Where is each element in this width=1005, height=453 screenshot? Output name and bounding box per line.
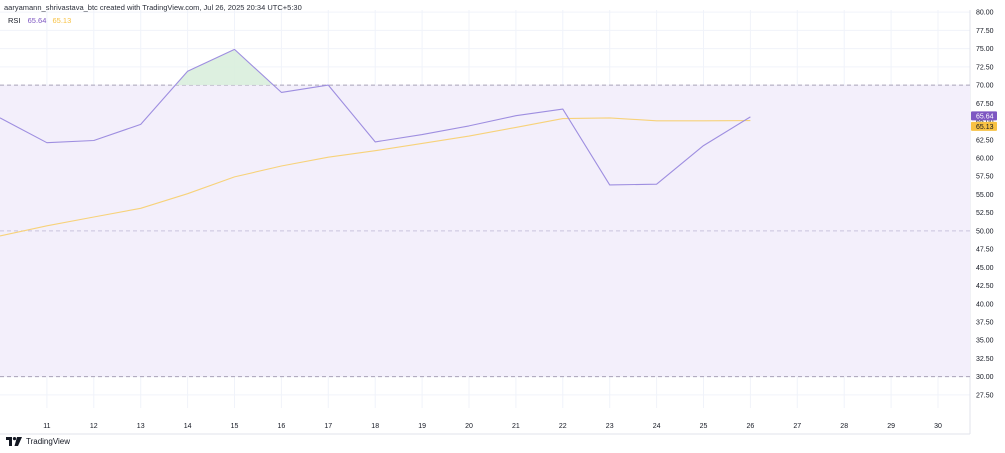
ma-legend-value: 65.13 — [52, 16, 72, 25]
y-tick-label: 55.00 — [976, 192, 994, 199]
x-axis[interactable]: 11 12 13 14 15 16 17 18 19 20 21 22 23 24 25 26 27 28 29 30 — [43, 423, 942, 430]
x-tick-label: 20 — [465, 423, 473, 430]
rsi-legend-value: 65.64 — [27, 16, 47, 25]
y-tick-label: 67.50 — [976, 101, 994, 108]
x-tick-label: 24 — [653, 423, 661, 430]
x-tick-label: 23 — [606, 423, 614, 430]
y-tick-label: 40.00 — [976, 301, 994, 308]
x-tick-label: 28 — [840, 423, 848, 430]
tradingview-logo-icon — [6, 437, 22, 446]
x-tick-label: 13 — [137, 423, 145, 430]
y-axis[interactable]: 80.0077.5075.0072.5070.0067.5065.0062.50… — [976, 10, 994, 400]
tradingview-branding[interactable]: TradingView — [6, 437, 70, 446]
y-tick-label: 80.00 — [976, 10, 994, 17]
x-tick-label: 12 — [90, 423, 98, 430]
y-tick-label: 57.50 — [976, 174, 994, 181]
y-tick-label: 47.50 — [976, 247, 994, 254]
y-tick-label: 62.50 — [976, 137, 994, 144]
y-tick-label: 50.00 — [976, 228, 994, 235]
series-layer — [0, 48, 751, 237]
y-tick-label: 70.00 — [976, 83, 994, 90]
x-tick-label: 14 — [184, 423, 192, 430]
y-tick-label: 52.50 — [976, 210, 994, 217]
ma-last-value-badge: 65.13 — [971, 121, 997, 131]
chart-attribution: aaryamann_shrivastava_btc created with T… — [4, 3, 302, 12]
x-tick-label: 25 — [700, 423, 708, 430]
price-badges: 65.64 65.13 — [971, 111, 997, 131]
ma-series-line — [0, 117, 751, 237]
x-tick-label: 18 — [371, 423, 379, 430]
y-tick-label: 27.50 — [976, 392, 994, 399]
ma-last-value-badge-bg — [971, 121, 997, 131]
x-tick-label: 17 — [324, 423, 332, 430]
x-tick-label: 16 — [278, 423, 286, 430]
rsi-last-value-badge-label: 65.64 — [976, 113, 994, 120]
x-tick-label: 29 — [887, 423, 895, 430]
x-tick-label: 19 — [418, 423, 426, 430]
rsi-last-value-badge: 65.64 — [971, 111, 997, 121]
rsi-series-line — [0, 48, 751, 186]
tradingview-brand-label: TradingView — [26, 437, 71, 446]
y-tick-label: 32.50 — [976, 356, 994, 363]
y-tick-label: 77.50 — [976, 28, 994, 35]
x-tick-label: 26 — [747, 423, 755, 430]
y-tick-label: 30.00 — [976, 374, 994, 381]
rsi-last-value-badge-bg — [971, 111, 997, 121]
x-tick-label: 27 — [793, 423, 801, 430]
indicator-name: RSI — [8, 16, 21, 25]
y-tick-label: 35.00 — [976, 338, 994, 345]
y-tick-label: 72.50 — [976, 64, 994, 71]
y-tick-label: 75.00 — [976, 46, 994, 53]
x-tick-label: 21 — [512, 423, 520, 430]
x-tick-label: 22 — [559, 423, 567, 430]
y-tick-label: 45.00 — [976, 265, 994, 272]
x-tick-label: 11 — [43, 423, 50, 430]
x-tick-label: 15 — [231, 423, 239, 430]
x-tick-label: 30 — [934, 423, 942, 430]
overbought-fill — [175, 49, 274, 86]
rsi-band — [0, 84, 970, 378]
y-tick-label: 37.50 — [976, 319, 994, 326]
indicator-legend[interactable]: RSI 65.64 65.13 — [8, 16, 71, 25]
ma-last-value-badge-label: 65.13 — [976, 124, 994, 131]
y-tick-label: 60.00 — [976, 155, 994, 162]
y-tick-label: 42.50 — [976, 283, 994, 290]
